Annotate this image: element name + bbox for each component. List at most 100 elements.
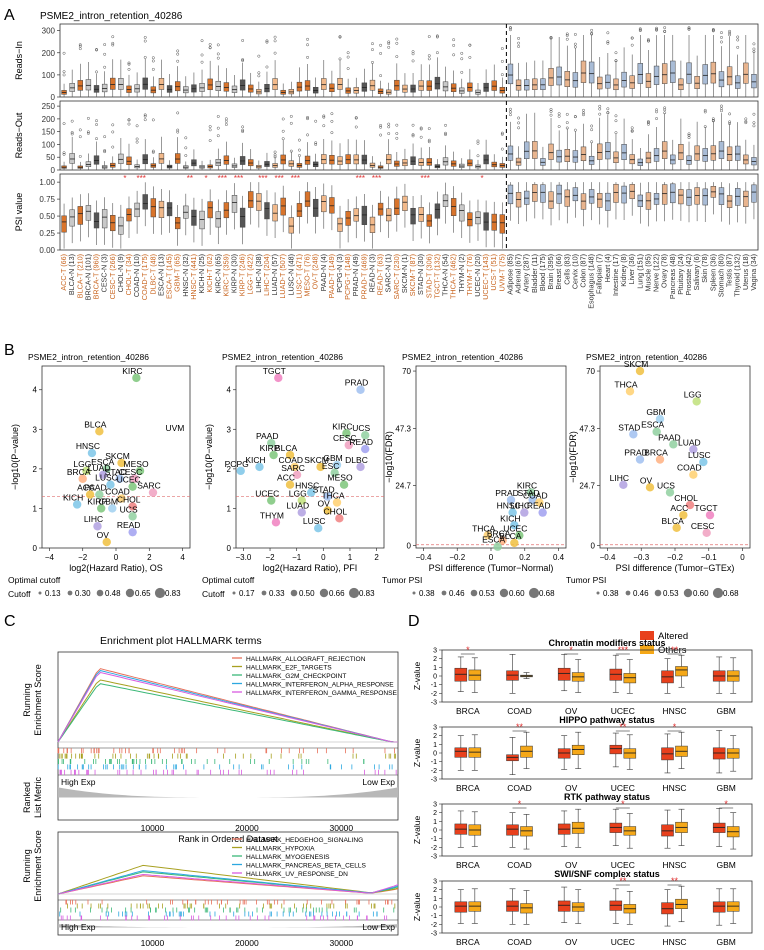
scatter-point bbox=[267, 438, 276, 448]
outlier bbox=[208, 43, 212, 46]
point-label: PCPG bbox=[225, 459, 249, 469]
track-frame bbox=[59, 100, 759, 171]
outlier bbox=[444, 123, 447, 127]
outlier bbox=[427, 127, 431, 131]
x-tick-label: HNSC-T (441) bbox=[189, 254, 198, 300]
box bbox=[564, 71, 570, 87]
outlier bbox=[273, 51, 277, 55]
outlier bbox=[517, 116, 521, 120]
outlier bbox=[419, 127, 423, 131]
significance-mark: * bbox=[673, 722, 677, 732]
outlier bbox=[573, 32, 577, 36]
outlier bbox=[95, 119, 98, 123]
box bbox=[248, 84, 254, 93]
point-label: SKCM bbox=[105, 451, 130, 461]
x-tick-label: LUSC-N (48) bbox=[286, 254, 295, 296]
scatter-point bbox=[130, 474, 139, 483]
box bbox=[718, 71, 725, 88]
box bbox=[637, 63, 643, 84]
scatter-point bbox=[115, 474, 124, 483]
point-label: PAAD bbox=[256, 431, 279, 441]
box bbox=[158, 200, 165, 218]
outlier bbox=[371, 42, 374, 46]
box bbox=[743, 62, 749, 84]
outlier bbox=[379, 125, 383, 129]
x-tick-label: GBM bbox=[716, 860, 735, 870]
box bbox=[702, 64, 708, 85]
outlier bbox=[614, 114, 618, 118]
outlier bbox=[468, 55, 472, 59]
box bbox=[597, 76, 603, 90]
box bbox=[239, 79, 246, 91]
outlier bbox=[452, 43, 456, 47]
legend-entry: HALLMARK_HYPOXIA bbox=[246, 846, 315, 853]
x-tick-label: 0 bbox=[489, 553, 494, 562]
outlier bbox=[103, 52, 107, 56]
outlier bbox=[427, 35, 431, 39]
x-tick-label: CESC-N (3) bbox=[100, 254, 109, 292]
point-label: STAD bbox=[518, 488, 540, 498]
subplot-frame bbox=[441, 649, 753, 703]
outlier bbox=[289, 121, 293, 125]
scatter-point bbox=[699, 457, 708, 467]
y-tick-label: 0 bbox=[51, 166, 56, 175]
outlier bbox=[557, 114, 561, 118]
outlier bbox=[509, 107, 512, 111]
box bbox=[175, 81, 181, 92]
x-tick-label: Cells (83) bbox=[562, 254, 571, 285]
outlier bbox=[257, 74, 261, 78]
point-label: COAD bbox=[523, 491, 548, 501]
box bbox=[142, 154, 148, 165]
x-tick-label: PCPG-T (148) bbox=[343, 254, 352, 300]
significance-mark: * bbox=[205, 174, 208, 183]
scatter-point bbox=[689, 445, 698, 454]
x-tick-label: 20000 bbox=[235, 938, 259, 948]
y-axis-label: Z-value bbox=[412, 662, 422, 691]
x-tick-label: UVM-T (75) bbox=[497, 254, 506, 291]
x-tick-label: 30000 bbox=[330, 938, 354, 948]
y-tick-label: 24.7 bbox=[395, 482, 411, 491]
x-tick-label: Prostate (42) bbox=[684, 254, 693, 296]
outlier bbox=[598, 112, 602, 116]
x-tick-label: −0.1 bbox=[701, 553, 717, 562]
point-label: OV bbox=[640, 475, 653, 485]
outlier bbox=[78, 135, 82, 139]
outlier bbox=[289, 114, 293, 118]
x-tick-label: HNSC bbox=[662, 860, 686, 870]
x-tick-label: Vagina (34) bbox=[749, 254, 758, 291]
legend-value: 0.60 bbox=[509, 589, 525, 598]
ranked-list-area bbox=[58, 922, 398, 928]
box bbox=[158, 153, 165, 164]
outlier bbox=[103, 150, 107, 154]
box bbox=[321, 154, 327, 165]
outlier bbox=[606, 111, 610, 114]
point-label: LIHC bbox=[84, 514, 103, 524]
box bbox=[712, 901, 726, 913]
scatter-point bbox=[323, 492, 332, 501]
y-tick-label: -2 bbox=[431, 691, 437, 698]
box bbox=[191, 209, 197, 226]
point-label: CHOL bbox=[117, 494, 141, 504]
outlier bbox=[371, 60, 374, 64]
box bbox=[564, 189, 570, 207]
outlier bbox=[322, 124, 326, 128]
outlier bbox=[606, 31, 610, 35]
legend-size-dot bbox=[348, 587, 360, 599]
legend-size-dot bbox=[441, 590, 447, 596]
outlier bbox=[565, 112, 569, 116]
x-tick-label: Cervix (10) bbox=[570, 254, 579, 289]
outlier bbox=[62, 151, 66, 155]
legend-value: 0.68 bbox=[723, 589, 739, 598]
significance-mark: * bbox=[569, 645, 573, 655]
outlier bbox=[127, 67, 131, 71]
outlier bbox=[314, 141, 318, 145]
point-label: BLCA bbox=[84, 419, 107, 429]
outlier bbox=[257, 71, 261, 75]
x-tick-label: −0.4 bbox=[416, 553, 432, 562]
point-label: KIRC bbox=[332, 421, 352, 431]
x-tick-label: 4 bbox=[180, 553, 185, 562]
scatter-point bbox=[285, 450, 295, 460]
x-tick-label: UCEC bbox=[611, 860, 635, 870]
x-tick-label: HNSC bbox=[662, 783, 686, 793]
point-label: BLCA bbox=[499, 531, 522, 541]
